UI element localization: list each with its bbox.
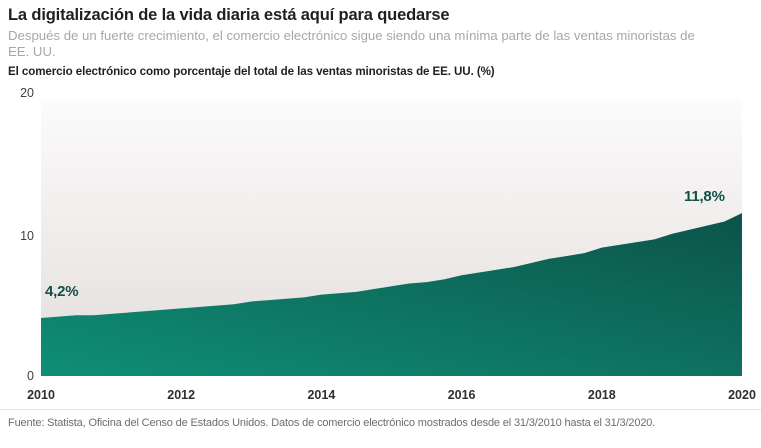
x-axis-tick-2014: 2014 xyxy=(307,388,336,402)
series-area-ecommerce-share xyxy=(41,213,742,376)
plot-background xyxy=(41,100,742,376)
page-title: La digitalización de la vida diaria está… xyxy=(8,6,450,24)
x-axis-tick-2020: 2020 xyxy=(728,388,756,402)
x-axis-tick-2012: 2012 xyxy=(167,388,196,402)
y-axis-tick-0: 0 xyxy=(27,369,34,383)
x-axis-tick-2016: 2016 xyxy=(447,388,476,402)
source-note: Fuente: Statista, Oficina del Censo de E… xyxy=(8,417,656,429)
y-axis-tick-10: 10 xyxy=(20,229,34,243)
x-axis-tick-2010: 2010 xyxy=(27,388,55,402)
chart-caption: El comercio electrónico como porcentaje … xyxy=(8,65,495,79)
data-label-last-value: 11,8% xyxy=(684,188,725,205)
chart-header: La digitalización de la vida diaria está… xyxy=(8,4,753,78)
footer-divider xyxy=(0,409,761,410)
x-axis-tick-2018: 2018 xyxy=(587,388,616,402)
y-axis-tick-20: 20 xyxy=(20,86,34,100)
chart-subtitle: Después de un fuerte crecimiento, el com… xyxy=(8,28,695,59)
data-label-first-value: 4,2% xyxy=(45,283,79,300)
